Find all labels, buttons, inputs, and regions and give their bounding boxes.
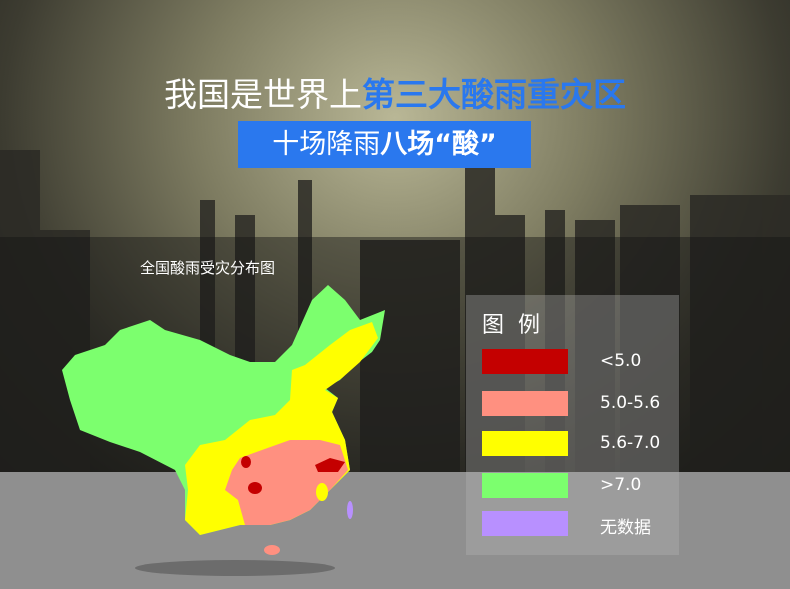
legend-label: 无数据 [600, 518, 651, 538]
region-below-5 [315, 458, 345, 472]
legend-swatch [482, 349, 568, 374]
hainan [264, 545, 280, 555]
legend-label: <5.0 [600, 351, 642, 371]
legend-swatch [482, 431, 568, 456]
taiwan-no-data [347, 501, 353, 519]
legend-item: >7.0 [482, 473, 672, 498]
legend-item: 5.6-7.0 [482, 431, 672, 456]
subtitle-plain: 十场降雨 [272, 129, 381, 160]
legend-swatch [482, 511, 568, 536]
legend-label: >7.0 [600, 475, 642, 495]
region-5.6-7.0 [316, 483, 328, 501]
legend-label: 5.0-5.6 [600, 393, 661, 413]
subtitle-banner: 十场降雨八场“酸” [238, 121, 531, 168]
title-plain: 我国是世界上 [164, 75, 362, 114]
map-shadow [135, 560, 335, 576]
legend-swatch [482, 473, 568, 498]
legend-item: 无数据 [482, 511, 672, 538]
legend: 图例 <5.0 5.0-5.6 5.6-7.0 >7.0 无数据 [466, 295, 679, 555]
subtitle-bold: 八场“酸” [380, 129, 497, 160]
map-title: 全国酸雨受灾分布图 [140, 259, 276, 277]
region-below-5 [248, 482, 262, 494]
region-below-5 [241, 456, 251, 468]
legend-label: 5.6-7.0 [600, 433, 661, 453]
legend-swatch [482, 391, 568, 416]
floor [0, 472, 790, 589]
china-acid-rain-map [62, 285, 385, 576]
region-5.0-5.6 [225, 440, 348, 525]
title-highlight: 第三大酸雨重灾区 [362, 75, 626, 114]
legend-title: 图例 [482, 313, 555, 338]
legend-item: 5.0-5.6 [482, 391, 672, 416]
page-title: 我国是世界上第三大酸雨重灾区 [0, 68, 790, 116]
legend-item: <5.0 [482, 349, 672, 374]
